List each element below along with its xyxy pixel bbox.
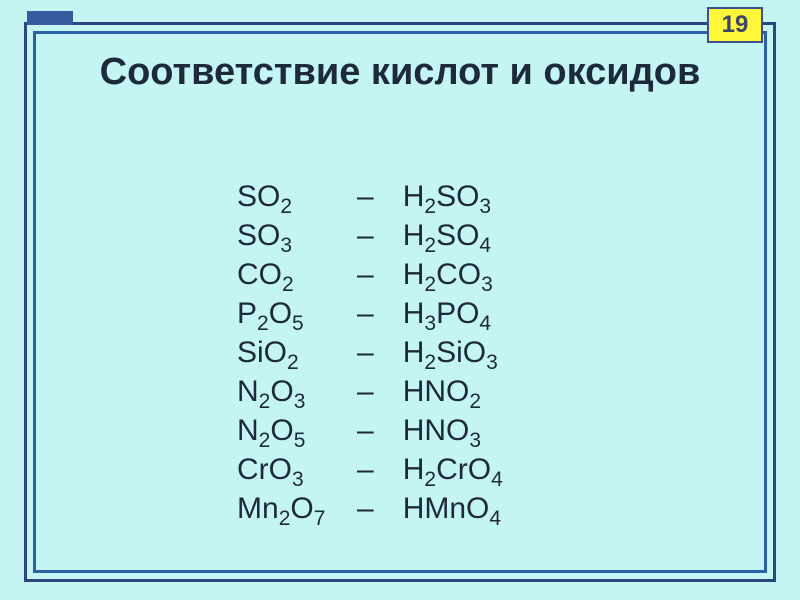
acid-formula: H2CO3 [403,255,493,294]
dash-separator: – [357,216,403,255]
slide-title: Соответствие кислот и оксидов [27,51,773,94]
dash-separator: – [357,333,403,372]
dash-separator: – [357,372,403,411]
acid-formula: HNO3 [403,411,481,450]
table-row: SO3– H2SO4 [237,216,503,255]
oxide-acid-table: SO2– H2SO3SO3– H2SO4CO2– H2CO3P2O5– H3PO… [237,177,503,528]
acid-formula: H2SO3 [403,177,491,216]
oxide-formula: N2O3 [237,372,357,411]
dash-separator: – [357,450,403,489]
slide-stage: 19 Соответствие кислот и оксидов SO2– H2… [0,0,800,600]
table-row: N2O3– HNO2 [237,372,503,411]
oxide-formula: SO3 [237,216,357,255]
table-row: Mn2O7– HMnO4 [237,489,503,528]
dash-separator: – [357,255,403,294]
acid-formula: H2SO4 [403,216,491,255]
oxide-formula: P2O5 [237,294,357,333]
table-row: P2O5– H3PO4 [237,294,503,333]
acid-formula: H3PO4 [403,294,491,333]
oxide-formula: SiO2 [237,333,357,372]
dash-separator: – [357,411,403,450]
table-row: CO2– H2CO3 [237,255,503,294]
table-row: SiO2– H2SiO3 [237,333,503,372]
acid-formula: H2CrO4 [403,450,503,489]
table-row: N2O5– HNO3 [237,411,503,450]
oxide-formula: CO2 [237,255,357,294]
acid-formula: HNO2 [403,372,481,411]
page-number-badge: 19 [707,7,763,43]
table-row: SO2– H2SO3 [237,177,503,216]
oxide-formula: CrO3 [237,450,357,489]
oxide-formula: Mn2O7 [237,489,357,528]
slide-frame: 19 Соответствие кислот и оксидов SO2– H2… [24,22,776,582]
oxide-formula: SO2 [237,177,357,216]
page-number: 19 [722,11,749,39]
dash-separator: – [357,294,403,333]
oxide-formula: N2O5 [237,411,357,450]
acid-formula: HMnO4 [403,489,501,528]
table-row: CrO3– H2CrO4 [237,450,503,489]
dash-separator: – [357,489,403,528]
acid-formula: H2SiO3 [403,333,498,372]
corner-tab-decoration [27,11,73,25]
dash-separator: – [357,177,403,216]
